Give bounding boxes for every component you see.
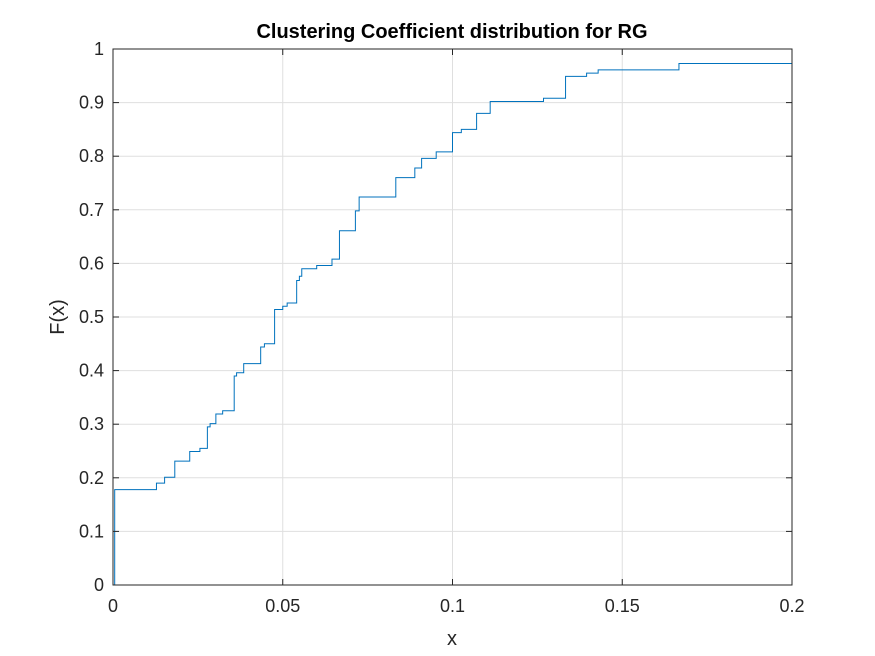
grid	[113, 49, 792, 585]
x-axis-label: x	[447, 628, 457, 650]
x-tick-label: 0.15	[605, 596, 640, 616]
y-tick-label: 0.6	[79, 253, 104, 273]
x-tick-label: 0.05	[265, 596, 300, 616]
ticks	[112, 48, 793, 586]
series-line-cdf	[113, 49, 793, 586]
x-tick-label: 0	[108, 596, 118, 616]
y-tick-label: 0.1	[79, 521, 104, 541]
x-tick-label: 0.2	[779, 596, 804, 616]
y-tick-label: 0.7	[79, 200, 104, 220]
y-tick-label: 0.2	[79, 468, 104, 488]
y-tick-label: 0.5	[79, 307, 104, 327]
y-axis-label: F(x)	[47, 299, 69, 335]
y-tick-label: 0.9	[79, 93, 104, 113]
x-tick-labels: 0 0.05 0.1 0.15 0.2	[108, 596, 805, 616]
y-tick-label: 1	[94, 39, 104, 59]
y-tick-label: 0.8	[79, 146, 104, 166]
y-tick-labels: 0 0.1 0.2 0.3 0.4 0.5 0.6 0.7 0.8 0.9 1	[79, 39, 104, 595]
x-tick-label: 0.1	[440, 596, 465, 616]
y-tick-label: 0.3	[79, 414, 104, 434]
y-tick-label: 0	[94, 575, 104, 595]
chart-title: Clustering Coefficient distribution for …	[256, 21, 647, 43]
y-tick-label: 0.4	[79, 361, 104, 381]
